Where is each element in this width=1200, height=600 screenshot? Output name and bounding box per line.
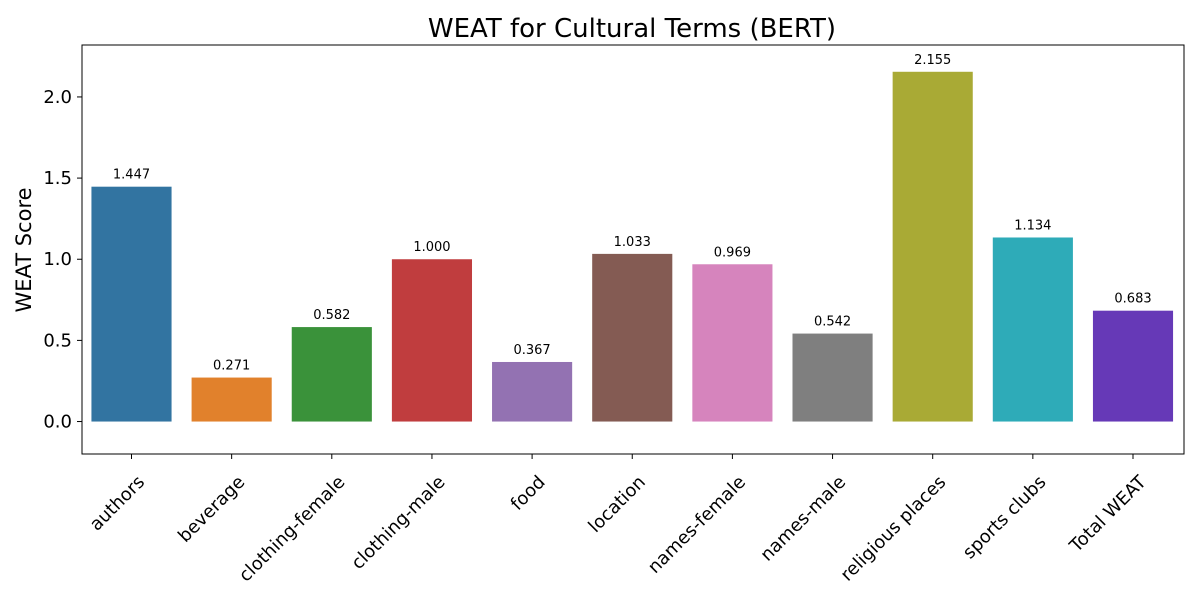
x-tick-label: religious places <box>837 472 951 586</box>
x-axis: authors beverageclothing-femaleclothing-m… <box>86 454 1151 586</box>
data-label: 1.134 <box>1014 218 1051 233</box>
y-tick-label: 0.5 <box>43 330 72 351</box>
bar-total-weat <box>1092 310 1174 422</box>
bar-food <box>492 361 573 422</box>
x-tick-label: authors <box>86 472 149 535</box>
x-tick-label: Total WEAT <box>1065 471 1151 557</box>
data-label: 1.000 <box>413 240 450 255</box>
data-label: 0.367 <box>513 343 550 358</box>
data-label: 0.969 <box>714 245 751 260</box>
x-tick-label: sports clubs <box>959 472 1051 564</box>
bar-names-male <box>792 333 873 422</box>
bar-names-female <box>692 264 773 422</box>
bar-religious-places <box>892 71 973 422</box>
y-axis-label: WEAT Score <box>12 187 36 312</box>
x-tick-label: names-male <box>756 472 850 566</box>
bar-sports-clubs <box>992 237 1073 422</box>
x-tick-label: beverage <box>174 472 249 547</box>
bar-authors <box>91 186 172 422</box>
bar-location <box>592 253 673 422</box>
y-tick-label: 1.0 <box>43 249 72 270</box>
chart-title: WEAT for Cultural Terms (BERT) <box>428 14 836 44</box>
x-tick-label: clothing-female <box>235 472 349 586</box>
bar-clothing-female <box>291 327 372 422</box>
bars-layer <box>91 71 1174 422</box>
x-tick-label: food <box>507 472 550 515</box>
x-tick-label: clothing-male <box>347 472 449 574</box>
data-labels-layer: 1.447 0.271 0.582 1.000 0.367 1.033 0.969 0.542… <box>113 53 1152 374</box>
data-label: 1.447 <box>113 168 150 183</box>
x-tick-label: names-female <box>644 472 750 578</box>
y-tick-label: 0.0 <box>43 412 72 433</box>
bar-beverage <box>191 377 272 422</box>
plot-frame <box>81 44 1185 455</box>
data-label: 0.582 <box>313 308 350 323</box>
bar-clothing-male <box>391 259 473 422</box>
y-tick-label: 1.5 <box>43 168 72 189</box>
data-label: 1.033 <box>614 235 651 250</box>
x-tick-label: location <box>584 472 649 537</box>
y-tick-label: 2.0 <box>43 87 72 108</box>
data-label: 0.271 <box>213 359 250 374</box>
data-label: 0.683 <box>1114 292 1151 307</box>
data-label: 0.542 <box>814 315 851 330</box>
y-axis: 0.0 0.5 1.0 1.5 2.0 <box>43 87 82 433</box>
data-label: 2.155 <box>914 53 951 68</box>
